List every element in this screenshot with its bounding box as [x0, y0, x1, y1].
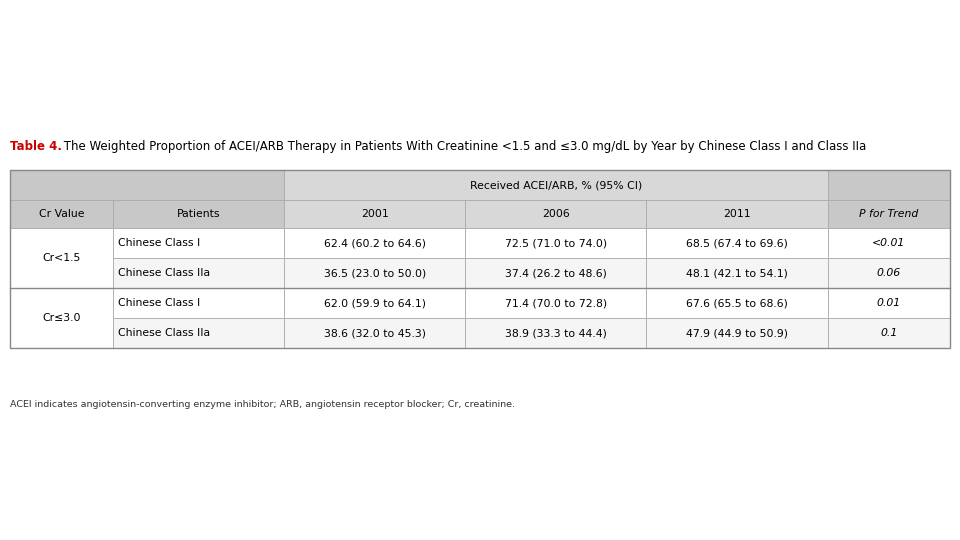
Bar — [113, 318, 284, 348]
Bar — [10, 228, 113, 288]
Text: The Weighted Proportion of ACEI/ARB Therapy in Patients With Creatinine <1.5 and: The Weighted Proportion of ACEI/ARB Ther… — [60, 140, 866, 153]
Text: Cr Value: Cr Value — [38, 209, 84, 219]
Bar — [466, 200, 646, 228]
Text: 36.5 (23.0 to 50.0): 36.5 (23.0 to 50.0) — [324, 268, 426, 278]
Bar — [284, 200, 466, 228]
Text: Chinese Class I: Chinese Class I — [118, 238, 200, 248]
Bar — [284, 228, 466, 258]
Text: 2001: 2001 — [361, 209, 389, 219]
Text: 2011: 2011 — [723, 209, 751, 219]
Text: 68.5 (67.4 to 69.6): 68.5 (67.4 to 69.6) — [686, 238, 788, 248]
Text: Table 4.: Table 4. — [10, 140, 62, 153]
Text: 37.4 (26.2 to 48.6): 37.4 (26.2 to 48.6) — [505, 268, 607, 278]
Text: Chinese Class IIa: Chinese Class IIa — [118, 328, 210, 338]
Text: 47.9 (44.9 to 50.9): 47.9 (44.9 to 50.9) — [686, 328, 788, 338]
Bar — [646, 200, 828, 228]
Bar — [466, 318, 646, 348]
Bar — [10, 170, 950, 348]
Bar — [646, 258, 828, 288]
Bar — [646, 288, 828, 318]
Bar — [828, 318, 950, 348]
Bar — [828, 170, 950, 200]
Text: 0.06: 0.06 — [876, 268, 900, 278]
Text: 62.0 (59.9 to 64.1): 62.0 (59.9 to 64.1) — [324, 298, 425, 308]
Bar — [646, 228, 828, 258]
Bar — [10, 288, 113, 348]
Bar — [10, 200, 113, 228]
Text: Cr≤3.0: Cr≤3.0 — [42, 313, 81, 323]
Bar — [466, 228, 646, 258]
Text: 2006: 2006 — [542, 209, 570, 219]
Bar — [284, 288, 466, 318]
Text: P for Trend: P for Trend — [859, 209, 919, 219]
Text: Received ACEI/ARB, % (95% CI): Received ACEI/ARB, % (95% CI) — [469, 180, 642, 190]
Text: Cr<1.5: Cr<1.5 — [42, 253, 81, 263]
Bar — [113, 200, 284, 228]
Text: 62.4 (60.2 to 64.6): 62.4 (60.2 to 64.6) — [324, 238, 425, 248]
Bar — [646, 318, 828, 348]
Text: Chinese Class I: Chinese Class I — [118, 298, 200, 308]
Text: 48.1 (42.1 to 54.1): 48.1 (42.1 to 54.1) — [686, 268, 788, 278]
Text: Patients: Patients — [177, 209, 220, 219]
Bar — [828, 228, 950, 258]
Bar — [10, 170, 284, 200]
Bar — [466, 288, 646, 318]
Bar — [828, 258, 950, 288]
Bar — [466, 258, 646, 288]
Text: 0.01: 0.01 — [876, 298, 900, 308]
Text: 38.9 (33.3 to 44.4): 38.9 (33.3 to 44.4) — [505, 328, 607, 338]
Text: 0.1: 0.1 — [880, 328, 898, 338]
Bar — [828, 288, 950, 318]
Bar — [113, 228, 284, 258]
Text: Chinese Class IIa: Chinese Class IIa — [118, 268, 210, 278]
Bar — [284, 318, 466, 348]
Bar — [828, 200, 950, 228]
Bar — [113, 258, 284, 288]
Bar — [113, 288, 284, 318]
Text: <0.01: <0.01 — [873, 238, 905, 248]
Bar — [284, 258, 466, 288]
Bar — [284, 170, 828, 200]
Text: ACEI indicates angiotensin-converting enzyme inhibitor; ARB, angiotensin recepto: ACEI indicates angiotensin-converting en… — [10, 400, 515, 409]
Text: 71.4 (70.0 to 72.8): 71.4 (70.0 to 72.8) — [505, 298, 607, 308]
Text: 38.6 (32.0 to 45.3): 38.6 (32.0 to 45.3) — [324, 328, 425, 338]
Text: 72.5 (71.0 to 74.0): 72.5 (71.0 to 74.0) — [505, 238, 607, 248]
Text: 67.6 (65.5 to 68.6): 67.6 (65.5 to 68.6) — [686, 298, 788, 308]
